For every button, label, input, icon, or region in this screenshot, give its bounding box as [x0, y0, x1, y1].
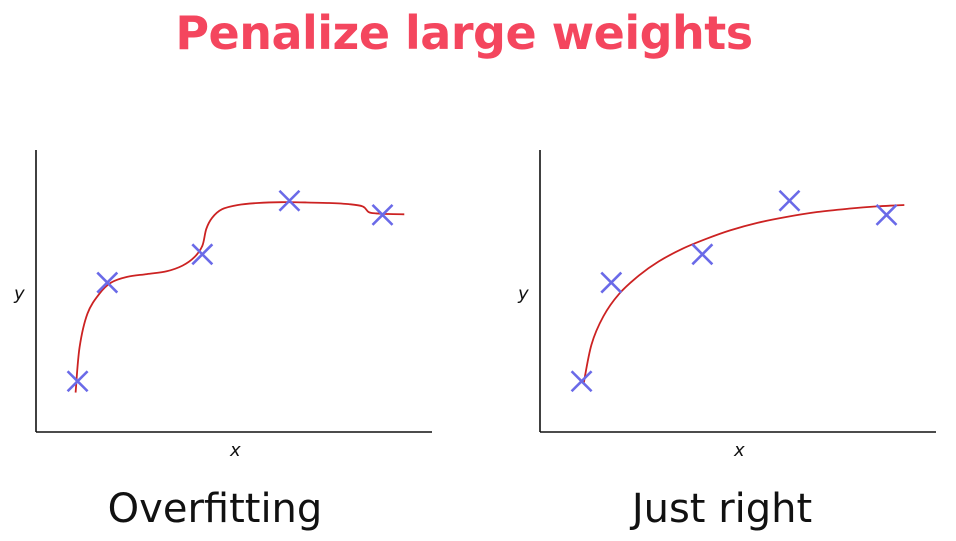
data-point — [371, 203, 394, 226]
page-title: Penalize large weights — [175, 6, 753, 60]
fit-curve — [582, 204, 905, 385]
y-axis-label: y — [13, 283, 25, 304]
data-point — [875, 203, 898, 226]
data-point-stroke — [600, 271, 623, 294]
data-point-stroke — [96, 271, 119, 294]
data-point-stroke — [875, 203, 898, 226]
data-point — [66, 370, 89, 393]
data-point — [570, 370, 593, 393]
fit-curve — [74, 201, 405, 393]
data-point-stroke — [278, 189, 301, 212]
data-point-stroke — [371, 203, 394, 226]
caption-just-right: Just right — [631, 486, 813, 532]
data-point — [691, 243, 714, 266]
data-point — [278, 189, 301, 212]
y-axis-label: y — [517, 283, 529, 304]
data-point-stroke — [691, 243, 714, 266]
data-point-stroke — [570, 370, 593, 393]
x-axis-label: x — [733, 440, 745, 461]
chart-svg-just-right: yx — [517, 150, 936, 461]
data-point — [600, 271, 623, 294]
data-point — [778, 189, 801, 212]
data-point-stroke — [191, 243, 214, 266]
caption-overfitting: Overfitting — [107, 486, 323, 532]
x-axis-label: x — [229, 440, 241, 461]
data-point — [96, 271, 119, 294]
data-point-stroke — [66, 370, 89, 393]
data-point-stroke — [778, 189, 801, 212]
chart-svg-overfitting: yx — [13, 150, 432, 461]
data-point — [191, 243, 214, 266]
